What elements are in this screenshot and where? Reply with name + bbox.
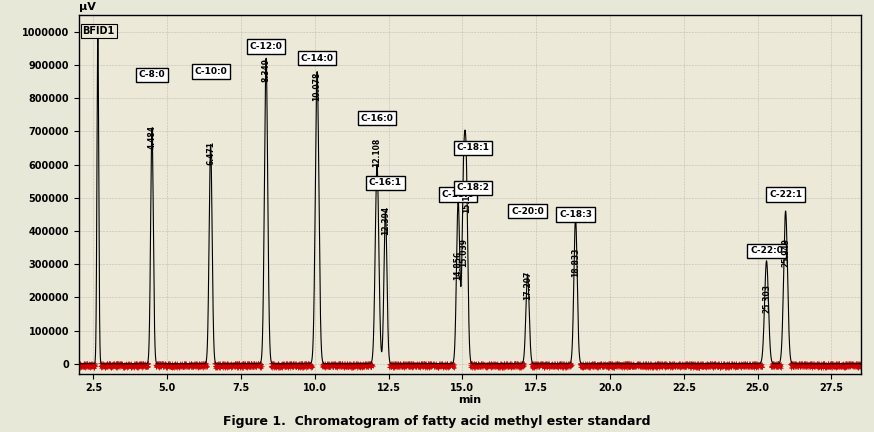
Text: C-18:3: C-18:3 xyxy=(559,210,592,219)
Text: 25.303: 25.303 xyxy=(762,284,771,313)
Text: C-18:2: C-18:2 xyxy=(456,183,489,192)
Text: C-16:1: C-16:1 xyxy=(369,178,402,187)
Text: C-20:0: C-20:0 xyxy=(511,206,544,216)
Text: 8.349: 8.349 xyxy=(261,58,271,82)
Text: 25.949: 25.949 xyxy=(781,238,790,267)
Text: 6.471: 6.471 xyxy=(206,141,215,165)
Text: µV: µV xyxy=(79,2,95,12)
Text: 18.833: 18.833 xyxy=(571,248,580,277)
Text: C-22:1: C-22:1 xyxy=(769,190,802,199)
Text: 15.131: 15.131 xyxy=(461,184,471,213)
Text: C-14:0: C-14:0 xyxy=(301,54,334,63)
Text: C-18:0: C-18:0 xyxy=(441,190,475,199)
Text: C-8:0: C-8:0 xyxy=(139,70,165,79)
Text: C-18:1: C-18:1 xyxy=(456,143,489,152)
Text: 14.856: 14.856 xyxy=(454,251,462,280)
Text: C-12:0: C-12:0 xyxy=(250,42,282,51)
Text: 12.394: 12.394 xyxy=(381,206,390,235)
Text: 15.039: 15.039 xyxy=(459,238,468,267)
Text: 12.108: 12.108 xyxy=(372,138,382,167)
Text: C-16:0: C-16:0 xyxy=(361,114,393,123)
Text: Figure 1.  Chromatogram of fatty acid methyl ester standard: Figure 1. Chromatogram of fatty acid met… xyxy=(223,415,651,428)
Text: C-22:0: C-22:0 xyxy=(750,246,783,255)
Text: 17.207: 17.207 xyxy=(523,271,532,300)
Text: 10.078: 10.078 xyxy=(313,72,322,101)
X-axis label: min: min xyxy=(458,395,482,405)
Text: BFID1: BFID1 xyxy=(82,26,114,36)
Text: 4.484: 4.484 xyxy=(148,125,156,149)
Text: C-10:0: C-10:0 xyxy=(194,67,227,76)
